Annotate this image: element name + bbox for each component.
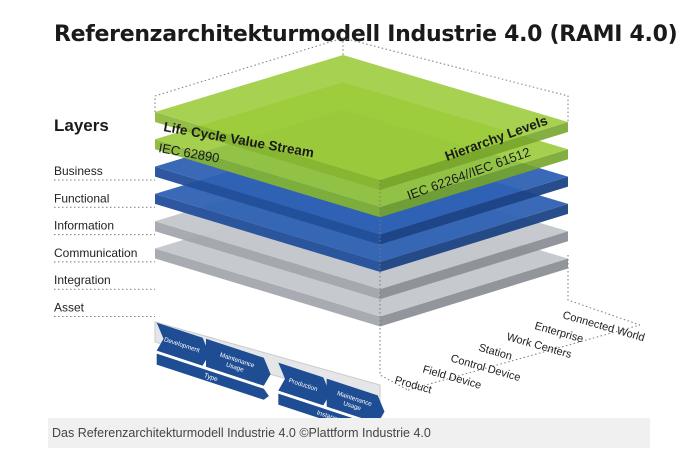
right-edge-guide	[567, 255, 641, 326]
slab-side-face	[380, 231, 568, 300]
hierarchy-level-label: Product	[393, 374, 433, 396]
slab-side-face	[380, 258, 568, 327]
lifecycle-segments: DevelopmentMaintenanceUsageProductionMai…	[156, 322, 385, 438]
image-caption: Das Referenzarchitekturmodell Industrie …	[48, 418, 650, 448]
lifecycle-group-arrow	[156, 353, 269, 400]
layer-label: Communication	[54, 246, 137, 260]
layer-label: Information	[54, 219, 114, 233]
lifecycle-segment-arrow	[206, 338, 271, 386]
slab-side-face	[380, 176, 568, 245]
slab-front-face	[155, 166, 380, 245]
hierarchy-level-label: Station	[477, 342, 513, 363]
slab-top-face	[155, 55, 568, 180]
lifecycle-group-label: Type	[203, 372, 219, 383]
front-edge-guide	[379, 180, 409, 391]
lifecycle-segment-arrow	[278, 362, 331, 406]
page-title: Referenzarchitekturmodell Industrie 4.0 …	[54, 22, 678, 47]
layer-label: Integration	[54, 273, 111, 287]
slab-front-face	[155, 112, 380, 190]
layer-label: Asset	[54, 301, 85, 315]
layer-label: Business	[54, 164, 103, 178]
lifecycle-axis-guide	[154, 37, 344, 112]
layer-label: Functional	[54, 191, 109, 205]
lifecycle-bar: DevelopmentMaintenanceUsageProductionMai…	[154, 321, 385, 438]
layer-labels: Business Functional Information Communicati…	[54, 164, 155, 317]
hierarchy-base-guide	[407, 324, 641, 391]
slab-front-face	[155, 193, 380, 272]
layer-slabs	[155, 55, 568, 327]
slab-front-face	[155, 248, 380, 327]
layer-slab	[155, 55, 568, 190]
slab-front-face	[155, 139, 380, 218]
lifecycle-segment-arrow	[326, 378, 385, 424]
slab-front-face	[155, 221, 380, 300]
slab-side-face	[380, 203, 568, 272]
slab-side-face	[380, 122, 568, 190]
guide-lines	[154, 37, 641, 391]
layers-heading: Layers	[54, 116, 109, 135]
hierarchy-axis-guide	[342, 37, 569, 122]
lifecycle-segment-arrow	[156, 322, 210, 366]
slab-side-face	[380, 149, 568, 218]
